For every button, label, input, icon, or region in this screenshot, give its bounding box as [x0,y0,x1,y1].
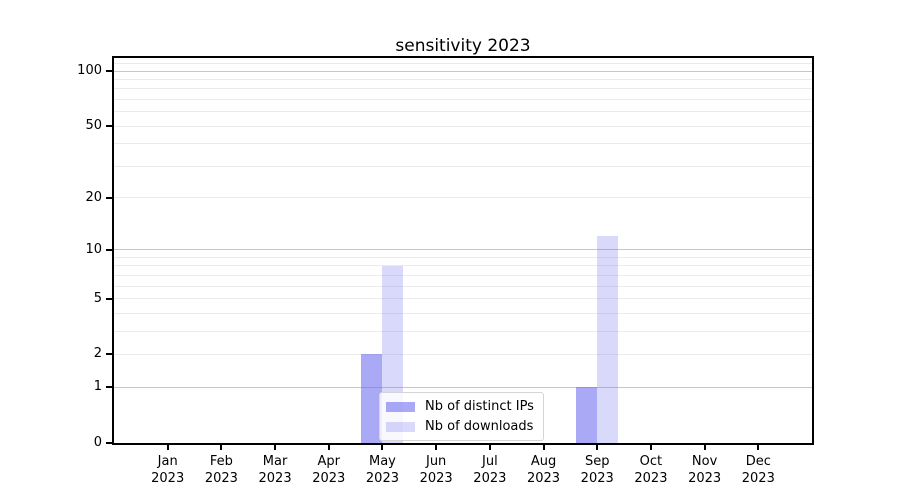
x-tick-label: Dec 2023 [730,453,786,487]
x-tick-label: Feb 2023 [193,453,249,487]
x-tick-label-month: Dec [745,454,771,469]
y-tick-label: 50 [85,118,102,134]
x-tick-label-month: Apr [317,454,341,469]
x-tick-label: Jan 2023 [140,453,196,487]
x-tick-label: Aug 2023 [516,453,572,487]
x-tick-label: Apr 2023 [301,453,357,487]
x-tick-label-year: 2023 [634,471,668,486]
y-tick-label: 0 [93,435,102,450]
y-tick-label: 20 [85,189,102,205]
y-tick-label: 10 [85,241,102,257]
plot-border [112,56,814,445]
x-tick-mark [327,445,330,450]
y-tick-label: 2 [93,346,102,362]
x-tick-label: Oct 2023 [623,453,679,487]
chart-title: sensitivity 2023 [395,36,531,56]
y-tick-label: 1 [93,379,102,395]
y-tick-label: 5 [93,290,102,306]
x-tick-label-year: 2023 [258,471,292,486]
x-tick-label: Sep 2023 [569,453,625,487]
x-tick-mark [649,445,652,450]
x-tick-mark [757,445,760,450]
legend-item-distinct-ips: Nb of distinct IPs [386,398,534,415]
y-tick-label: 100 [77,63,102,79]
x-tick-label-year: 2023 [526,471,561,486]
x-tick-mark [274,445,277,450]
x-tick-label: Nov 2023 [677,453,733,487]
x-tick-mark [542,445,545,450]
x-tick-label-month: Jan [157,454,178,469]
legend: Nb of distinct IPs Nb of downloads [379,392,544,441]
x-tick-label-month: Sep [584,454,610,469]
x-tick-label-month: Mar [262,454,288,469]
x-tick-mark [703,445,706,450]
x-tick-mark [596,445,599,450]
x-tick-label-year: 2023 [741,471,775,486]
x-tick-label: Jul 2023 [462,453,518,487]
x-tick-label-year: 2023 [419,471,453,486]
x-tick-mark [435,445,438,450]
x-tick-label-month: Oct [639,454,663,469]
x-tick-label-month: Jul [482,454,498,469]
x-tick-mark [381,445,384,450]
x-tick-label-month: Nov [691,454,718,469]
x-tick-mark [166,445,169,450]
x-tick-label-month: Feb [209,454,233,469]
x-tick-mark [220,445,223,450]
x-tick-label: Jun 2023 [408,453,464,487]
x-tick-label-year: 2023 [580,471,614,486]
x-tick-label-month: May [369,454,396,469]
legend-label-downloads: Nb of downloads [425,419,534,434]
x-tick-label-year: 2023 [151,471,185,486]
x-tick-label-year: 2023 [688,471,722,486]
x-tick-label-year: 2023 [312,471,346,486]
x-tick-label-month: Aug [530,454,557,469]
legend-item-downloads: Nb of downloads [386,418,534,435]
legend-swatch-downloads-icon [386,421,415,432]
x-tick-label-year: 2023 [473,471,507,486]
x-tick-label-year: 2023 [204,471,238,486]
x-tick-label: Mar 2023 [247,453,303,487]
x-tick-label-month: Jun [425,454,447,469]
legend-label-distinct-ips: Nb of distinct IPs [425,399,534,414]
legend-swatch-distinct-ips-icon [386,401,415,412]
x-tick-mark [488,445,491,450]
x-tick-label: May 2023 [354,453,410,487]
x-tick-label-year: 2023 [365,471,399,486]
